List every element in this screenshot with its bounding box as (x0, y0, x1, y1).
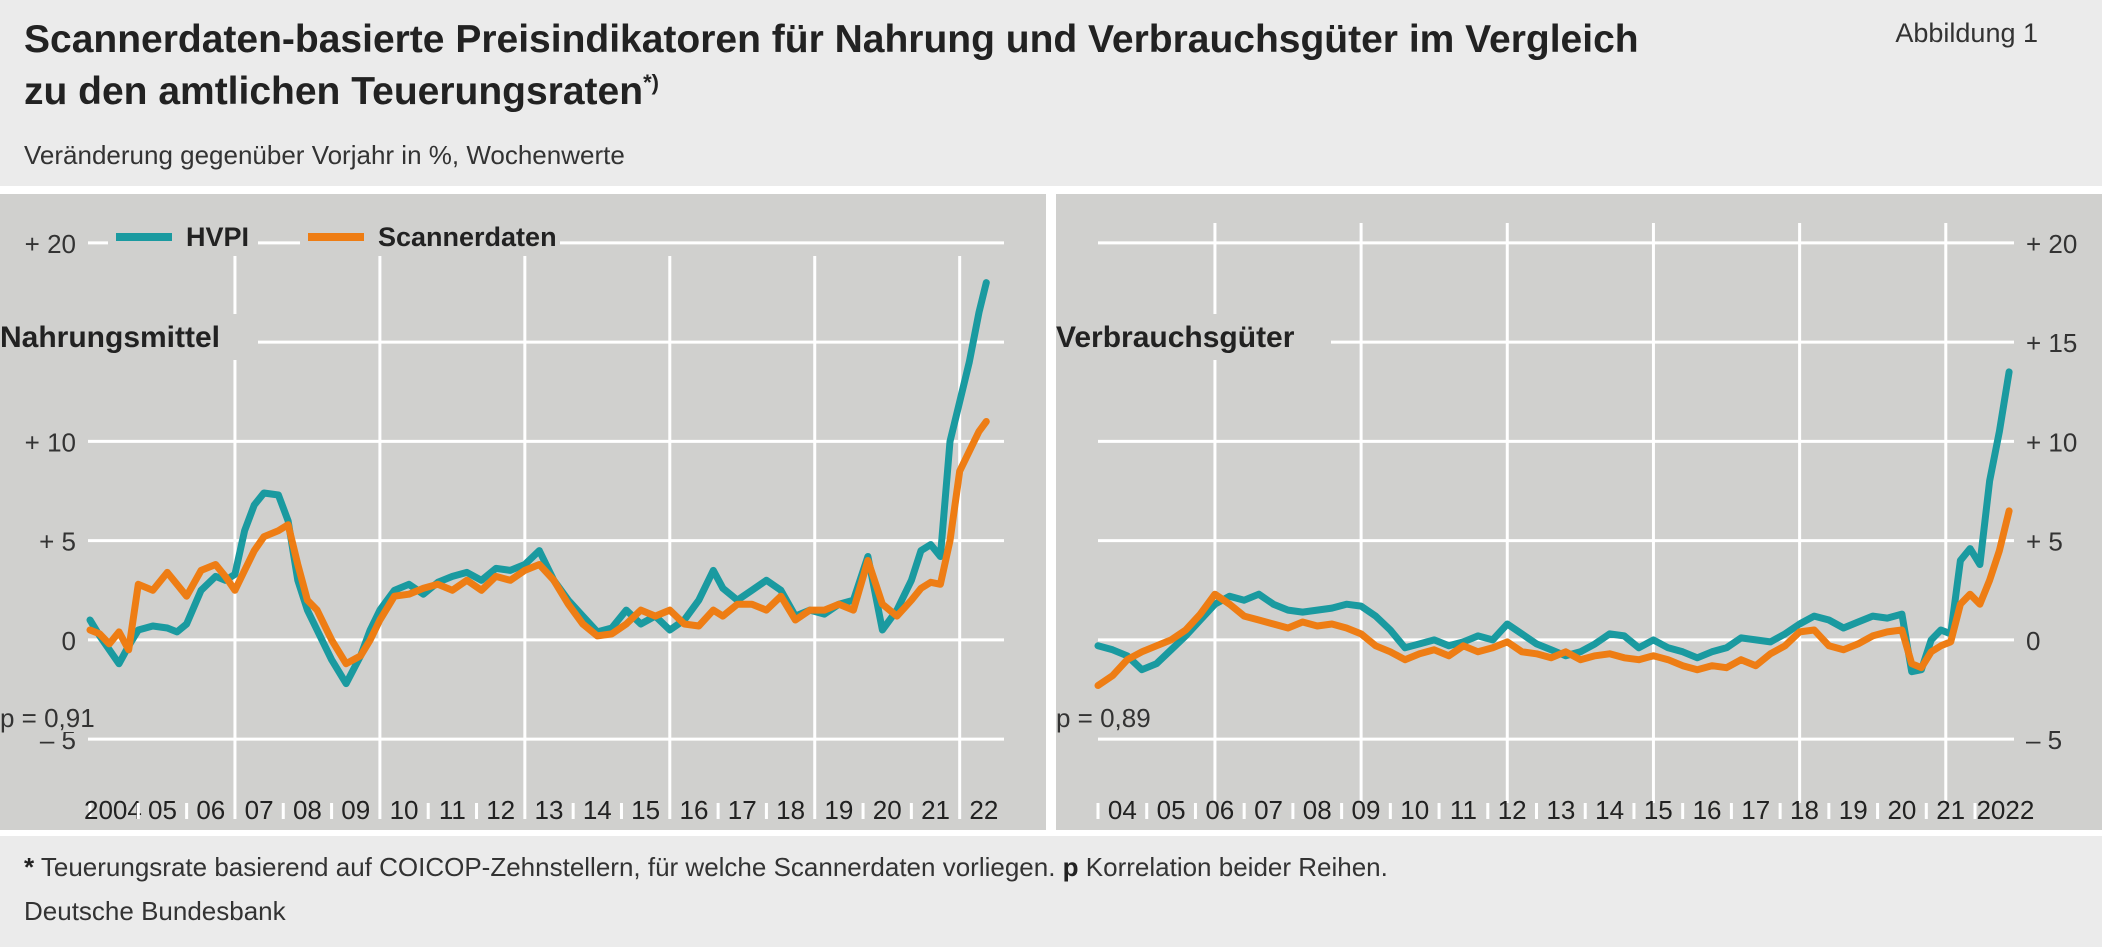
title-footnote-marker: *) (643, 70, 659, 95)
chart-subtitle: Veränderung gegenüber Vorjahr in %, Woch… (24, 140, 625, 170)
footnote-p-marker: p (1062, 852, 1079, 882)
source-label: Deutsche Bundesbank (24, 896, 286, 926)
y-tick-label: + 5 (39, 527, 76, 557)
footnote: * Teuerungsrate basierend auf COICOP-Zeh… (24, 852, 1388, 883)
x-tick-label: 18 (1790, 795, 1819, 825)
x-tick-label: 22 (969, 795, 998, 825)
correlation-annotation: p = 0,91 (0, 703, 95, 733)
x-tick-label: 04 (1108, 795, 1137, 825)
panel-label-bg (1056, 314, 1331, 360)
series-line-hvpi (1094, 368, 2013, 676)
series-line-scannerdaten (86, 418, 990, 668)
x-tick-label: 13 (1546, 795, 1575, 825)
x-tick-label: 19 (824, 795, 853, 825)
panel-label: Verbrauchsgüter (1056, 321, 1295, 354)
x-tick-label: 2022 (1976, 795, 2034, 825)
x-tick-label: 09 (1352, 795, 1381, 825)
x-tick-label: 06 (1205, 795, 1234, 825)
y-tick-label: + 10 (25, 427, 76, 457)
x-tick-label: 07 (1254, 795, 1283, 825)
x-tick-label: 20 (873, 795, 902, 825)
chart-title-text: Scannerdaten-basierte Preisindikatoren f… (24, 18, 1639, 113)
chart-title: Scannerdaten-basierte Preisindikatoren f… (24, 14, 1684, 118)
y-tick-label: + 20 (2026, 229, 2077, 259)
legend-label-scannerdaten: Scannerdaten (378, 222, 557, 252)
chart-panel-nahrungsmittel: + 20+ 15+ 10+ 50– 5200405060708091011121… (0, 194, 1046, 830)
x-tick-label: 13 (535, 795, 564, 825)
x-tick-label: 17 (1741, 795, 1770, 825)
x-tick-label: 2004 (84, 795, 142, 825)
footnote-text: Teuerungsrate basierend auf COICOP-Zehns… (34, 852, 1063, 882)
legend-label-hvpi: HVPI (186, 222, 249, 252)
panel-label: Nahrungsmittel (0, 321, 220, 354)
annotation-bg (0, 700, 104, 732)
figure-label: Abbildung 1 (1895, 18, 2038, 48)
chart-panels: + 20+ 15+ 10+ 50– 5200405060708091011121… (0, 186, 2102, 836)
panel-label-bg (0, 314, 258, 360)
x-tick-label: 15 (631, 795, 660, 825)
y-tick-label: + 20 (25, 229, 76, 259)
x-tick-label: 14 (1595, 795, 1624, 825)
footnote-marker: * (24, 852, 35, 882)
footnote-p-text: Korrelation beider Reihen. (1078, 852, 1388, 882)
x-tick-label: 08 (1303, 795, 1332, 825)
y-tick-label: 0 (62, 626, 76, 656)
x-tick-label: 05 (1157, 795, 1186, 825)
x-tick-label: 19 (1839, 795, 1868, 825)
x-tick-label: 15 (1644, 795, 1673, 825)
x-tick-label: 09 (341, 795, 370, 825)
x-tick-label: 11 (1450, 795, 1477, 825)
x-tick-label: 16 (679, 795, 708, 825)
y-tick-label: + 15 (2026, 328, 2077, 358)
x-tick-label: 17 (728, 795, 757, 825)
chart-panel-verbrauchsgueter: + 20 + 15 + 10 + 5 0 – 5 04 05 06 07 08 09 10 11 12 13 1… (1056, 194, 2102, 830)
x-tick-label: 20 (1887, 795, 1916, 825)
y-tick-label: – 5 (2026, 725, 2062, 755)
x-tick-label: 10 (390, 795, 419, 825)
y-tick-label: + 5 (2026, 527, 2063, 557)
x-tick-label: 12 (486, 795, 515, 825)
x-tick-label: 07 (245, 795, 274, 825)
x-tick-label: 14 (583, 795, 612, 825)
series-line-scannerdaten (1094, 507, 2013, 689)
x-tick-label: 21 (921, 795, 950, 825)
x-tick-label: 16 (1693, 795, 1722, 825)
x-tick-label: 21 (1936, 795, 1965, 825)
x-tick-label: 08 (293, 795, 322, 825)
y-tick-label: + 10 (2026, 427, 2077, 457)
x-tick-label: 05 (148, 795, 177, 825)
annotation-bg (1056, 700, 1160, 732)
x-tick-label: 18 (776, 795, 805, 825)
x-tick-label: 06 (196, 795, 225, 825)
x-tick-label: 10 (1400, 795, 1429, 825)
x-tick-label: 12 (1498, 795, 1527, 825)
correlation-annotation: p = 0,89 (1056, 703, 1151, 733)
x-tick-label: 11 (439, 795, 466, 825)
y-tick-label: 0 (2026, 626, 2040, 656)
